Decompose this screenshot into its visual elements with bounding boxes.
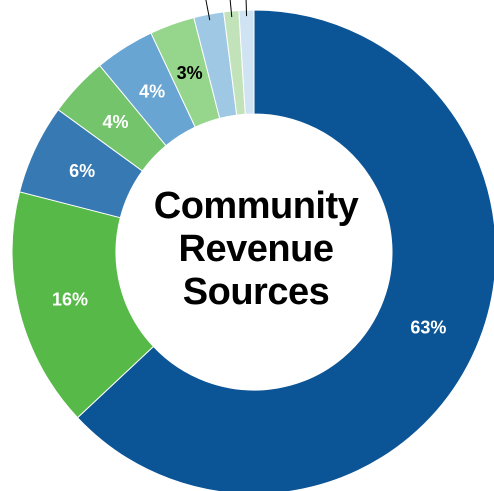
slice-label-2: 16% (52, 289, 88, 309)
donut-slice-9 (238, 9, 255, 115)
chart-title: Community Revenue Sources (110, 185, 402, 314)
leader-line-9 (245, 0, 248, 17)
slice-label-1: 63% (410, 317, 446, 337)
leader-lines (205, 0, 248, 21)
title-line-2: Revenue (178, 228, 334, 270)
slice-label-3: 6% (69, 161, 95, 181)
title-line-1: Community (153, 185, 359, 227)
slice-label-6: 3% (177, 63, 203, 83)
donut-slices (11, 9, 494, 491)
slice-labels: 63%16%6%4%4%3%2%1%1% (52, 63, 446, 337)
donut-slice-1 (76, 9, 494, 491)
slice-label-4: 4% (102, 112, 128, 132)
leader-line-8 (229, 0, 233, 18)
slice-label-5: 4% (139, 82, 165, 102)
title-line-3: Sources (182, 271, 330, 313)
leader-line-7 (205, 0, 211, 21)
